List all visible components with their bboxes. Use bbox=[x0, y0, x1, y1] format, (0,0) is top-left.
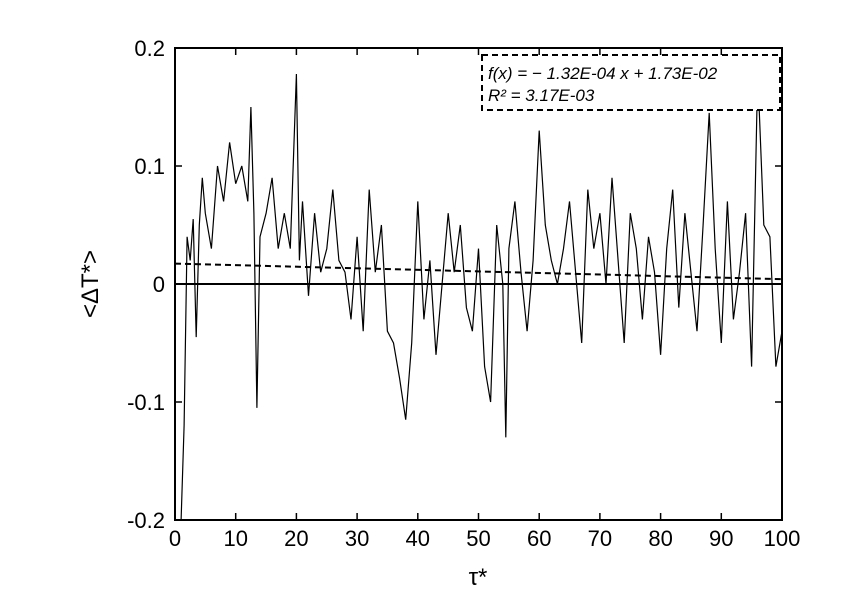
x-tick-label: 60 bbox=[527, 526, 551, 551]
x-tick-label: 50 bbox=[466, 526, 490, 551]
ticks-layer bbox=[174, 47, 783, 521]
fit-annotation-frame bbox=[481, 54, 781, 111]
y-axis-title: <ΔT*> bbox=[77, 250, 104, 318]
series-layer bbox=[175, 71, 782, 520]
x-tick-label: 40 bbox=[406, 526, 430, 551]
fit-r-squared: R² = 3.17E-03 bbox=[488, 86, 595, 105]
x-tick-label: 70 bbox=[588, 526, 612, 551]
series-linear-fit-line bbox=[175, 262, 782, 281]
fit-equation: f(x) = − 1.32E-04 x + 1.73E-02 bbox=[488, 64, 718, 83]
x-tick-label: 20 bbox=[284, 526, 308, 551]
x-tick-label: 100 bbox=[764, 526, 801, 551]
y-tick-label: -0.2 bbox=[127, 508, 165, 533]
y-tick-label: -0.1 bbox=[127, 390, 165, 415]
x-tick-label: 80 bbox=[648, 526, 672, 551]
x-tick-label: 10 bbox=[223, 526, 247, 551]
x-tick-label: 30 bbox=[345, 526, 369, 551]
y-tick-label: 0.2 bbox=[134, 36, 165, 61]
x-tick-label: 0 bbox=[169, 526, 181, 551]
x-tick-label: 90 bbox=[709, 526, 733, 551]
y-tick-label: 0 bbox=[153, 272, 165, 297]
tick-labels: 0 10 20 30 40 50 60 70 80 90 100 -0.2 -0.1 0 0.1 0.2 bbox=[127, 36, 800, 551]
x-axis-title: τ* bbox=[469, 564, 488, 591]
series-fluctuation-line bbox=[175, 71, 782, 520]
y-tick-label: 0.1 bbox=[134, 154, 165, 179]
fit-annotation-box: f(x) = − 1.32E-04 x + 1.73E-02 R² = 3.17… bbox=[481, 54, 781, 111]
